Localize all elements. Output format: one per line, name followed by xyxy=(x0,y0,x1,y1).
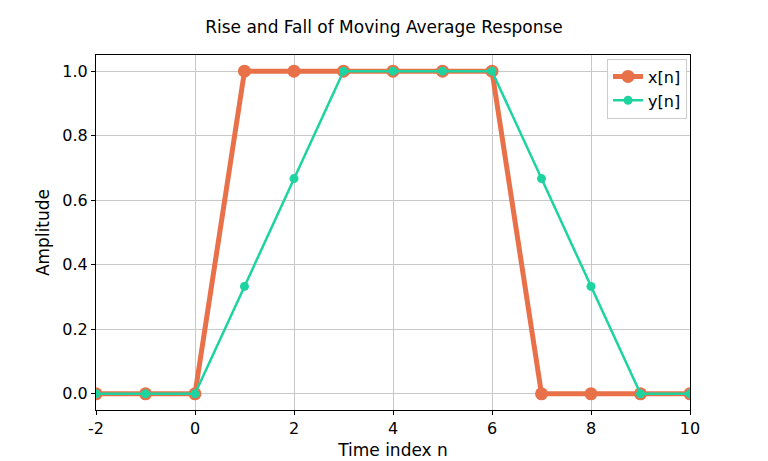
svg-text:0.2: 0.2 xyxy=(62,320,87,339)
svg-text:6: 6 xyxy=(487,419,497,438)
svg-text:10: 10 xyxy=(680,419,700,438)
svg-text:2: 2 xyxy=(289,419,299,438)
svg-text:0.4: 0.4 xyxy=(62,255,87,274)
svg-text:4: 4 xyxy=(388,419,398,438)
svg-text:0.8: 0.8 xyxy=(62,126,87,145)
svg-text:1.0: 1.0 xyxy=(62,62,87,81)
svg-text:0.6: 0.6 xyxy=(62,191,87,210)
svg-text:Amplitude: Amplitude xyxy=(33,189,53,276)
svg-text:Rise and Fall of Moving Averag: Rise and Fall of Moving Average Response xyxy=(205,17,563,37)
svg-text:0.0: 0.0 xyxy=(62,384,87,403)
svg-text:-2: -2 xyxy=(88,419,104,438)
svg-text:y[n]: y[n] xyxy=(648,91,680,110)
svg-text:x[n]: x[n] xyxy=(648,68,680,87)
svg-text:Time index n: Time index n xyxy=(337,440,448,460)
svg-text:0: 0 xyxy=(190,419,200,438)
svg-text:8: 8 xyxy=(586,419,596,438)
